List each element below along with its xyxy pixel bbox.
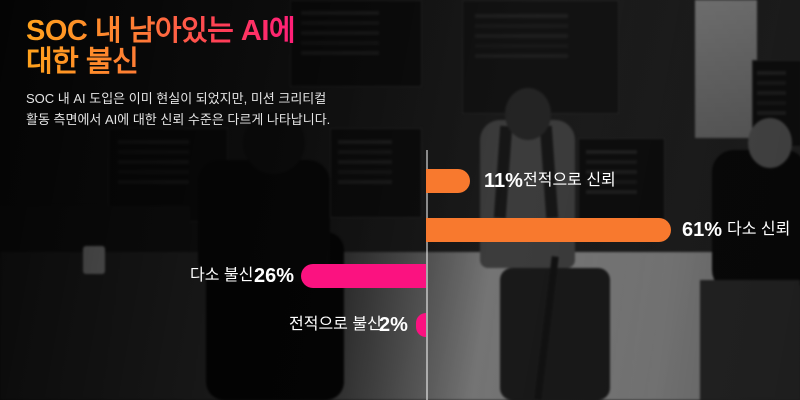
chart-axis-line [426, 150, 428, 400]
bar-full-trust [426, 169, 470, 193]
page-title: SOC 내 남아있는 AI에 대한 불신 [26, 16, 295, 78]
chart-row-some-trust: 61% 다소 신뢰 [0, 218, 800, 242]
page-title-line1: SOC 내 남아있는 AI에 [26, 15, 296, 47]
page-subtitle-line2: 활동 측면에서 AI에 대한 신뢰 수준은 다르게 나타납니다. [26, 112, 331, 127]
value-label: 11% [484, 170, 523, 192]
value-label: 61% [682, 219, 723, 241]
page-title-line2: 대한 불신 [26, 46, 139, 78]
bar-some-trust [426, 218, 671, 242]
category-label: 전적으로 신뢰 [523, 172, 616, 189]
bar-full-distrust [416, 313, 426, 337]
value-label: 2% [379, 314, 408, 336]
header: SOC 내 남아있는 AI에 대한 불신 SOC 내 AI 도입은 이미 현실이… [26, 16, 330, 130]
chart-row-full-trust: 11% 전적으로 신뢰 [0, 169, 800, 193]
page-subtitle: SOC 내 AI 도입은 이미 현실이 되었지만, 미션 크리티컬 활동 측면에… [26, 88, 330, 130]
category-label: 다소 신뢰 [727, 221, 791, 238]
value-label: 26% [254, 265, 295, 287]
chart-row-full-distrust: 전적으로 불신 2% [0, 313, 800, 337]
category-label: 전적으로 불신 [289, 316, 382, 333]
page-subtitle-line1: SOC 내 AI 도입은 이미 현실이 되었지만, 미션 크리티컬 [26, 91, 327, 106]
bar-some-distrust [301, 264, 426, 288]
chart-row-some-distrust: 다소 불신 26% [0, 264, 800, 288]
category-label: 다소 불신 [190, 267, 254, 284]
